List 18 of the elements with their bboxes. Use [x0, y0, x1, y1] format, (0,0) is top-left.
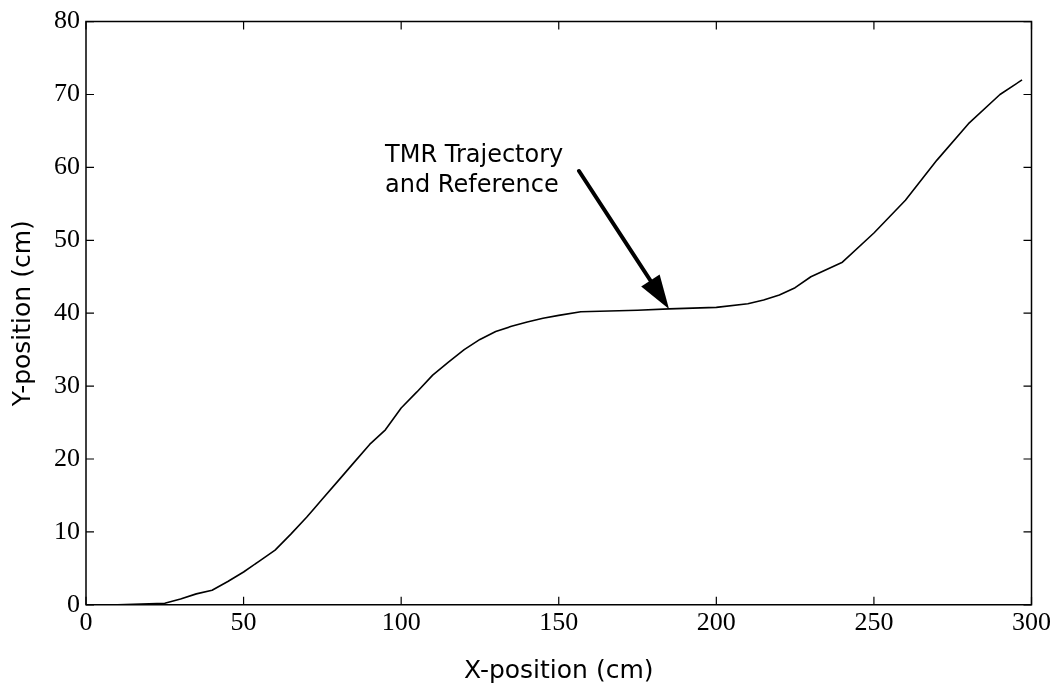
y-tick-label: 30 — [54, 369, 80, 399]
y-tick-label: 70 — [54, 78, 80, 108]
y-tick-label: 50 — [54, 224, 80, 254]
x-tick-label: 200 — [696, 607, 736, 637]
x-tick-label: 250 — [854, 607, 894, 637]
x-tick-label: 300 — [1012, 607, 1051, 637]
y-tick-label: 80 — [54, 5, 80, 35]
y-tick-label: 60 — [54, 151, 80, 181]
x-tick-label: 50 — [230, 607, 257, 637]
annotation: TMR Trajectory and Reference — [384, 139, 564, 198]
x-axis-title: X-position (cm) — [464, 654, 654, 684]
y-tick-label: 0 — [67, 588, 80, 618]
y-tick-label: 40 — [54, 297, 80, 327]
y-tick-label: 20 — [54, 442, 80, 472]
y-axis-title: Y-position (cm) — [6, 220, 36, 408]
y-tick-label: 10 — [54, 515, 80, 545]
x-tick-label: 150 — [539, 607, 579, 637]
x-tick-label: 100 — [381, 607, 421, 637]
